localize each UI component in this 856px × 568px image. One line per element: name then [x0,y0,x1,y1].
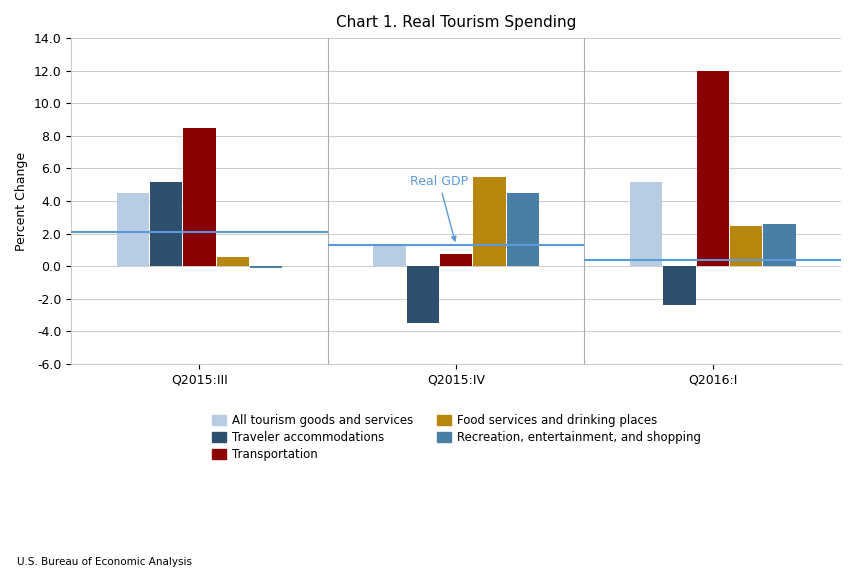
Bar [730,225,762,266]
Bar [697,70,728,266]
Y-axis label: Percent Change: Percent Change [15,152,28,250]
Text: Real GDP: Real GDP [410,175,468,241]
Bar [473,177,506,266]
Bar [373,244,406,266]
Bar [407,266,439,323]
Bar [663,266,696,306]
Bar [250,266,282,268]
Bar [183,128,216,266]
Bar [630,182,663,266]
Bar [507,193,539,266]
Title: Chart 1. Real Tourism Spending: Chart 1. Real Tourism Spending [336,15,576,30]
Text: U.S. Bureau of Economic Analysis: U.S. Bureau of Economic Analysis [17,557,192,567]
Legend: All tourism goods and services, Traveler accommodations, Transportation, Food se: All tourism goods and services, Traveler… [207,409,705,466]
Bar [150,182,182,266]
Bar [116,193,149,266]
Bar [217,257,249,266]
Bar [764,224,795,266]
Bar [440,254,473,266]
